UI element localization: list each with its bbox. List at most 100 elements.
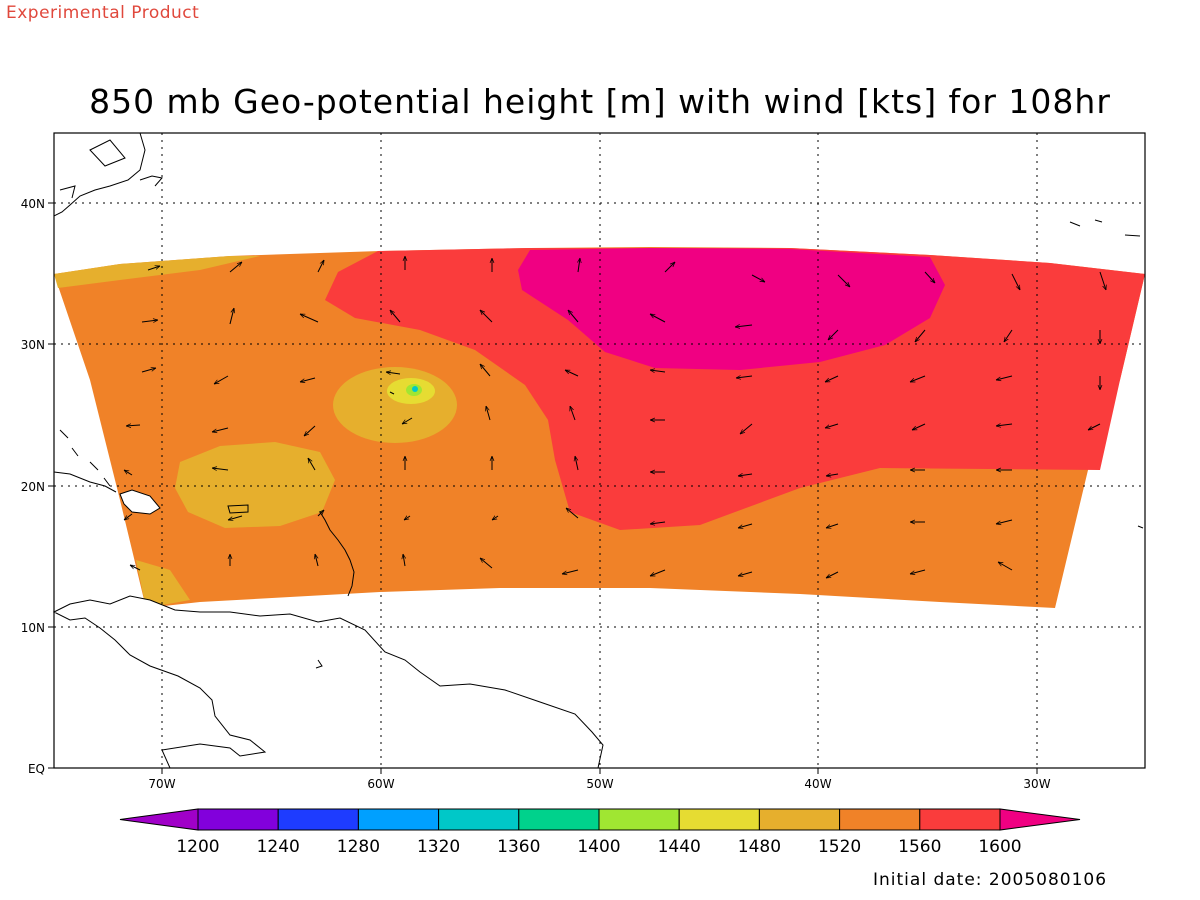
north-america-coast (53, 132, 146, 217)
colorbar-swatch (357, 808, 440, 831)
wind-arrow (570, 406, 576, 421)
wind-arrow (1011, 273, 1021, 290)
wind-arrow (308, 458, 316, 471)
wind-arrow (480, 558, 493, 569)
wind-arrow (1099, 271, 1106, 290)
wind-arrow (486, 406, 491, 421)
wind-arrow (492, 516, 499, 520)
colorbar-label: 1360 (497, 837, 540, 857)
wind-arrow (214, 375, 229, 384)
wind-arrow (566, 508, 579, 519)
wind-arrow (141, 368, 156, 373)
lon-label: 70W (148, 777, 175, 791)
wind-arrow (315, 554, 319, 567)
wind-arrow (402, 417, 413, 424)
contour-1640-region (518, 248, 945, 370)
wind-arrow (229, 308, 234, 325)
colorbar-swatch (197, 808, 279, 831)
colorbar-label: 1440 (658, 837, 701, 857)
wind-arrow (736, 376, 753, 378)
wind-arrow (738, 523, 753, 528)
wind-arrow (828, 329, 839, 340)
wind-arrow (910, 569, 926, 574)
latitude-labels: 40N 30N 20N 10N EQ (21, 197, 45, 776)
wind-arrow (300, 377, 316, 382)
wind-arrow (147, 266, 160, 271)
south-america-coast (52, 595, 604, 769)
wind-arrow (403, 554, 405, 567)
lon-label: 60W (367, 777, 394, 791)
wind-arrow (650, 370, 666, 372)
contour-1520-southwest (136, 560, 190, 608)
colorbar-swatch (758, 808, 841, 831)
cape-verde (1137, 525, 1144, 529)
wind-arrow (826, 523, 839, 528)
lesser-antilles (319, 511, 355, 597)
wind-arrow (1004, 329, 1013, 342)
wind-arrow (304, 425, 316, 436)
bermuda (389, 391, 395, 395)
wind-arrow (650, 569, 666, 577)
wind-arrow (650, 314, 666, 323)
wind-arrow (575, 456, 579, 471)
wind-arrow (912, 423, 926, 431)
colorbar-labels: 1200 1240 1280 1320 1360 1400 1440 1480 1520 1560… (176, 837, 1021, 857)
colorbar-label: 1560 (898, 837, 941, 857)
colorbar-label: 1520 (818, 837, 861, 857)
colorbar-label: 1600 (978, 837, 1021, 857)
wind-arrow (996, 375, 1013, 380)
wind-arrow (126, 425, 141, 426)
wind-arrow (826, 571, 839, 579)
wind-arrow (578, 258, 580, 273)
wind-arrow (996, 424, 1013, 426)
axis-ticks (48, 202, 1038, 774)
contour-1520-low-north (333, 367, 457, 443)
colorbar-swatch (598, 808, 680, 831)
lon-label: 40W (804, 777, 831, 791)
wind-arrow (480, 310, 493, 323)
contour-1400-core (412, 386, 418, 392)
wind-arrow (390, 310, 401, 323)
colorbar-swatch (919, 808, 1001, 831)
colorbar-label: 1280 (337, 837, 380, 857)
trinidad (315, 659, 323, 669)
north-america-inland (59, 139, 126, 199)
colorbar (119, 808, 1081, 831)
puerto-rico-coast (227, 504, 249, 514)
colorbar-underflow (119, 808, 199, 831)
colorbar-swatch (839, 808, 921, 831)
longitude-labels: 70W 60W 50W 40W 30W (148, 777, 1050, 791)
wind-arrow (562, 569, 579, 574)
wind-arrow (565, 369, 579, 377)
lat-label: 30N (21, 338, 45, 352)
wind-arrow (825, 375, 839, 383)
colorbar-swatch (277, 808, 359, 831)
azores (1069, 219, 1141, 237)
contour-1520-north (54, 256, 260, 288)
wind-arrow (212, 468, 229, 470)
lon-label: 50W (586, 777, 613, 791)
wind-arrow (751, 274, 765, 282)
map-title: 850 mb Geo-potential height [m] with win… (89, 82, 1111, 121)
wind-vectors (124, 256, 1106, 579)
wind-arrow (404, 516, 411, 520)
colorbar-label: 1480 (738, 837, 781, 857)
grid-lines (54, 133, 1145, 768)
lon-label: 30W (1023, 777, 1050, 791)
wind-arrow (825, 423, 839, 428)
colorbar-swatch (678, 808, 760, 831)
island-arc (53, 139, 1144, 669)
lat-label: 40N (21, 197, 45, 211)
wind-arrow (141, 320, 158, 322)
coastlines (52, 132, 604, 769)
nova-scotia-coast (139, 175, 163, 187)
wind-arrow (480, 364, 491, 377)
wind-arrow (300, 313, 319, 323)
wind-arrow (738, 571, 753, 576)
wind-arrow (317, 510, 324, 517)
wind-arrow (924, 271, 935, 283)
wind-arrow (124, 470, 133, 476)
wind-arrow (740, 423, 753, 434)
colorbar-label: 1320 (417, 837, 460, 857)
